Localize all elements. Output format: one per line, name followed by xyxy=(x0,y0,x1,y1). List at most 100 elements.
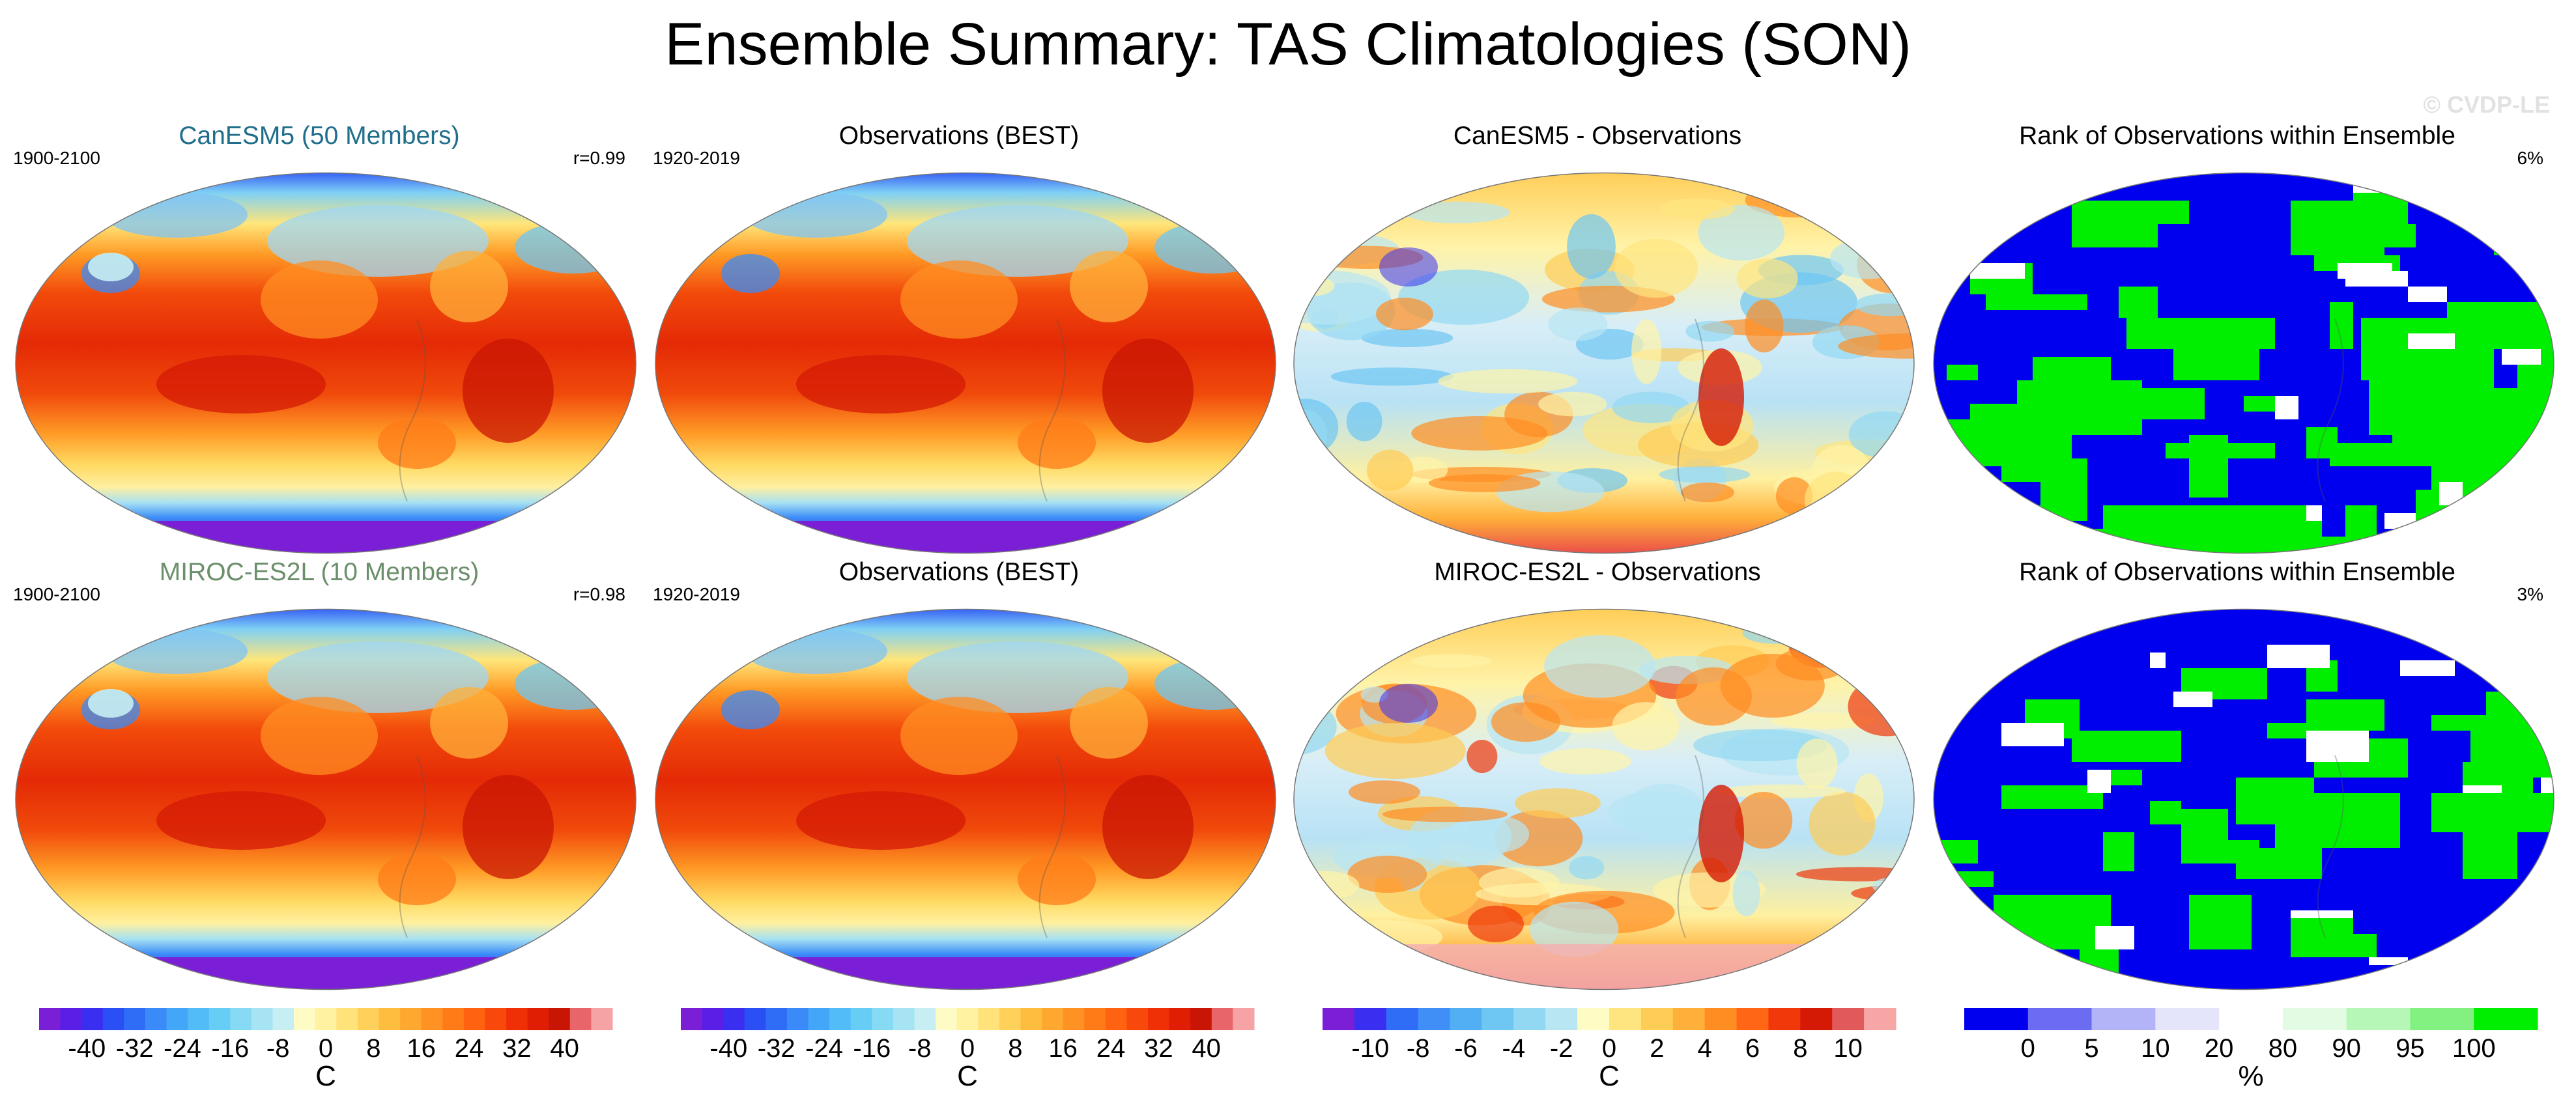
colorbar-swatch xyxy=(1020,1008,1042,1030)
colorbar-tick-label: 6 xyxy=(1745,1034,1760,1063)
colorbar-swatch xyxy=(956,1008,979,1030)
colorbar-swatch xyxy=(2219,1008,2283,1030)
colorbar-swatch xyxy=(744,1008,766,1030)
colorbar-tick-label: 90 xyxy=(2332,1034,2361,1063)
colorbar-swatch xyxy=(2346,1008,2411,1030)
colorbar-swatch xyxy=(485,1008,507,1030)
colorbar-tick-label: 16 xyxy=(1048,1034,1078,1063)
map-panel: MIROC-ES2L - Observations xyxy=(1278,557,1917,1032)
colorbar-swatch xyxy=(1105,1008,1127,1030)
colorbar-swatch xyxy=(2027,1008,2093,1030)
colorbar-tick-label: -8 xyxy=(266,1034,290,1063)
colorbar-swatch xyxy=(39,1008,61,1030)
colorbar-tick-label: 20 xyxy=(2205,1034,2234,1063)
colorbar-tick-label: -8 xyxy=(1407,1034,1430,1063)
world-map xyxy=(1933,608,2555,990)
colorbar-tick-label: 8 xyxy=(366,1034,380,1063)
world-map xyxy=(1293,172,1915,554)
colorbar-tick-label: 2 xyxy=(1650,1034,1664,1063)
colorbar-swatch xyxy=(1063,1008,1085,1030)
colorbar-unit: C xyxy=(315,1060,336,1092)
colorbar-swatch xyxy=(1672,1008,1706,1030)
colorbar-swatch xyxy=(251,1008,274,1030)
map-panel: Rank of Observations within Ensemble 3% xyxy=(1918,557,2556,1032)
colorbar-swatch xyxy=(336,1008,358,1030)
world-map xyxy=(1293,608,1915,990)
panel-title: MIROC-ES2L (10 Members) xyxy=(159,558,479,586)
colorbar-swatch xyxy=(1609,1008,1642,1030)
world-map xyxy=(15,608,637,990)
colorbar-tick-label: 16 xyxy=(407,1034,436,1063)
panel-title: Rank of Observations within Ensemble xyxy=(2019,558,2455,586)
colorbar-swatch xyxy=(1354,1008,1387,1030)
colorbar-tick-label: 10 xyxy=(2141,1034,2170,1063)
colorbar-swatch xyxy=(442,1008,465,1030)
colorbar-swatch xyxy=(1800,1008,1833,1030)
colorbar-swatch xyxy=(1418,1008,1451,1030)
colorbar-tick-label: -32 xyxy=(116,1034,154,1063)
colorbar-swatch xyxy=(1864,1008,1896,1030)
colorbar-tick-label: -6 xyxy=(1454,1034,1478,1063)
colorbar-tick-label: -40 xyxy=(68,1034,106,1063)
map-panel: MIROC-ES2L (10 Members) 1900-2100 r=0.98 xyxy=(0,557,638,1032)
colorbar-swatch xyxy=(1211,1008,1233,1030)
colorbar-swatch xyxy=(1084,1008,1106,1030)
colorbar-swatch xyxy=(681,1008,703,1030)
colorbar-swatch xyxy=(2155,1008,2220,1030)
colorbar-swatch xyxy=(936,1008,958,1030)
colorbar-swatch xyxy=(230,1008,252,1030)
colorbar-tick-label: 5 xyxy=(2084,1034,2098,1063)
colorbar-swatch xyxy=(893,1008,915,1030)
colorbar-tick-label: 24 xyxy=(1096,1034,1126,1063)
colorbar-tick-label: 32 xyxy=(1144,1034,1173,1063)
panel-stat: 6% xyxy=(2517,148,2543,168)
colorbar-swatch xyxy=(506,1008,528,1030)
colorbar-tick-label: 10 xyxy=(1833,1034,1863,1063)
colorbar-swatch xyxy=(702,1008,724,1030)
colorbar-tick-label: 4 xyxy=(1698,1034,1712,1063)
colorbar-tick-label: -24 xyxy=(805,1034,843,1063)
world-map xyxy=(1933,172,2555,554)
colorbar-swatch xyxy=(2282,1008,2347,1030)
colorbar-swatch xyxy=(124,1008,146,1030)
colorbar-swatch xyxy=(723,1008,745,1030)
colorbar-tick-label: -40 xyxy=(709,1034,747,1063)
colorbar-tick-label: 0 xyxy=(319,1034,333,1063)
colorbar-unit: C xyxy=(1599,1060,1620,1092)
colorbar-swatch xyxy=(1640,1008,1674,1030)
panel-period: 1900-2100 xyxy=(13,584,100,604)
colorbar-swatch xyxy=(1450,1008,1482,1030)
world-map xyxy=(655,608,1276,990)
colorbar-swatch xyxy=(463,1008,485,1030)
colorbar-swatch xyxy=(1545,1008,1578,1030)
colorbar-tick-label: -2 xyxy=(1550,1034,1573,1063)
panel-title: Rank of Observations within Ensemble xyxy=(2019,122,2455,150)
colorbar-unit: % xyxy=(2238,1060,2264,1092)
colorbar-swatch xyxy=(1386,1008,1419,1030)
colorbar-swatch xyxy=(1148,1008,1170,1030)
map-panel: Rank of Observations within Ensemble 6% xyxy=(1918,120,2556,596)
panel-period: 1920-2019 xyxy=(653,148,740,168)
colorbar-swatch xyxy=(527,1008,549,1030)
colorbar-swatch xyxy=(208,1008,231,1030)
map-panel: Observations (BEST) 1920-2019 xyxy=(640,120,1278,596)
colorbar-tick-label: 24 xyxy=(455,1034,484,1063)
colorbar-tick-label: 100 xyxy=(2452,1034,2496,1063)
colorbar-swatch xyxy=(549,1008,571,1030)
credit-watermark: © CVDP-LE xyxy=(2423,91,2550,118)
colorbar-swatch xyxy=(978,1008,1000,1030)
colorbar-swatch xyxy=(379,1008,401,1030)
colorbar-swatch xyxy=(145,1008,167,1030)
colorbar-tick-label: -32 xyxy=(758,1034,795,1063)
figure-title: Ensemble Summary: TAS Climatologies (SON… xyxy=(665,11,1911,77)
colorbar-swatch xyxy=(1126,1008,1149,1030)
colorbar-swatch xyxy=(766,1008,788,1030)
colorbar-tick-label: 0 xyxy=(960,1034,975,1063)
world-map xyxy=(15,172,637,554)
colorbar-swatch xyxy=(1513,1008,1546,1030)
colorbar-swatch xyxy=(1832,1008,1865,1030)
map-panel: CanESM5 - Observations xyxy=(1278,120,1917,596)
colorbar-swatch xyxy=(357,1008,379,1030)
colorbar-swatch xyxy=(315,1008,337,1030)
panel-title: Observations (BEST) xyxy=(838,558,1080,586)
